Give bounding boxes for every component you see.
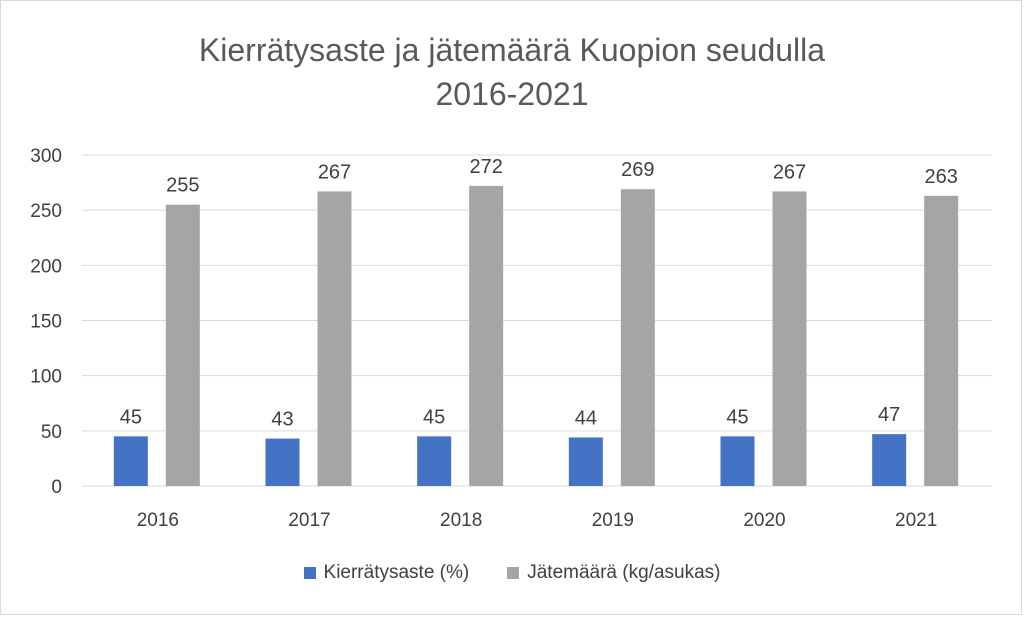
- legend-swatch-recycling-rate: [303, 567, 316, 579]
- x-tick-label-2019: 2019: [592, 510, 634, 531]
- legend-label-recycling-rate: Kierrätysaste (%): [323, 562, 470, 583]
- bar-waste-amount-2017: [317, 191, 352, 486]
- data-label-recycling-rate-2018: 45: [423, 406, 445, 428]
- bar-recycling-rate-2021: [872, 434, 907, 486]
- x-tick-label-2017: 2017: [288, 510, 330, 531]
- legend-item-recycling-rate: Kierrätysaste (%): [303, 562, 470, 584]
- x-tick-label-2016: 2016: [137, 510, 179, 531]
- data-label-waste-amount-2016: 255: [166, 175, 199, 197]
- bar-waste-amount-2021: [924, 195, 959, 486]
- y-tick-label: 300: [30, 146, 62, 167]
- bar-recycling-rate-2018: [417, 436, 452, 486]
- chart-title: Kierrätysaste ja jätemäärä Kuopion seudu…: [0, 28, 1024, 116]
- data-label-recycling-rate-2019: 44: [575, 407, 597, 429]
- legend-label-waste-amount: Jätemäärä (kg/asukas): [527, 562, 721, 583]
- chart-title-line-2: 2016-2021: [435, 76, 589, 112]
- legend-swatch-waste-amount: [507, 567, 520, 579]
- data-label-waste-amount-2020: 267: [773, 161, 806, 183]
- bar-recycling-rate-2017: [265, 438, 300, 486]
- chart-title-line-1: Kierrätysaste ja jätemäärä Kuopion seudu…: [198, 32, 826, 68]
- bar-recycling-rate-2016: [113, 436, 148, 486]
- data-label-recycling-rate-2016: 45: [120, 406, 142, 428]
- data-label-recycling-rate-2020: 45: [726, 406, 748, 428]
- bar-waste-amount-2018: [469, 185, 504, 487]
- bar-recycling-rate-2020: [720, 436, 755, 486]
- chart-legend: Kierrätysaste (%) Jätemäärä (kg/asukas): [0, 562, 1024, 584]
- data-label-waste-amount-2021: 263: [924, 166, 957, 188]
- x-tick-label-2021: 2021: [895, 510, 937, 531]
- y-tick-label: 250: [30, 201, 62, 222]
- bar-waste-amount-2016: [165, 204, 200, 486]
- bar-waste-amount-2020: [772, 191, 807, 486]
- y-tick-label: 150: [30, 312, 62, 333]
- bar-recycling-rate-2019: [568, 437, 603, 486]
- y-tick-label: 100: [30, 367, 62, 388]
- x-tick-label-2020: 2020: [743, 510, 785, 531]
- legend-item-waste-amount: Jätemäärä (kg/asukas): [507, 562, 720, 584]
- y-tick-label: 0: [51, 477, 62, 498]
- data-label-recycling-rate-2017: 43: [271, 409, 293, 431]
- bar-waste-amount-2019: [620, 189, 655, 486]
- y-tick-label: 50: [41, 422, 62, 443]
- data-label-waste-amount-2018: 272: [469, 156, 502, 178]
- y-tick-label: 200: [30, 256, 62, 277]
- x-tick-label-2018: 2018: [440, 510, 482, 531]
- data-label-recycling-rate-2021: 47: [878, 404, 900, 426]
- data-label-waste-amount-2019: 269: [621, 159, 654, 181]
- data-label-waste-amount-2017: 267: [318, 161, 351, 183]
